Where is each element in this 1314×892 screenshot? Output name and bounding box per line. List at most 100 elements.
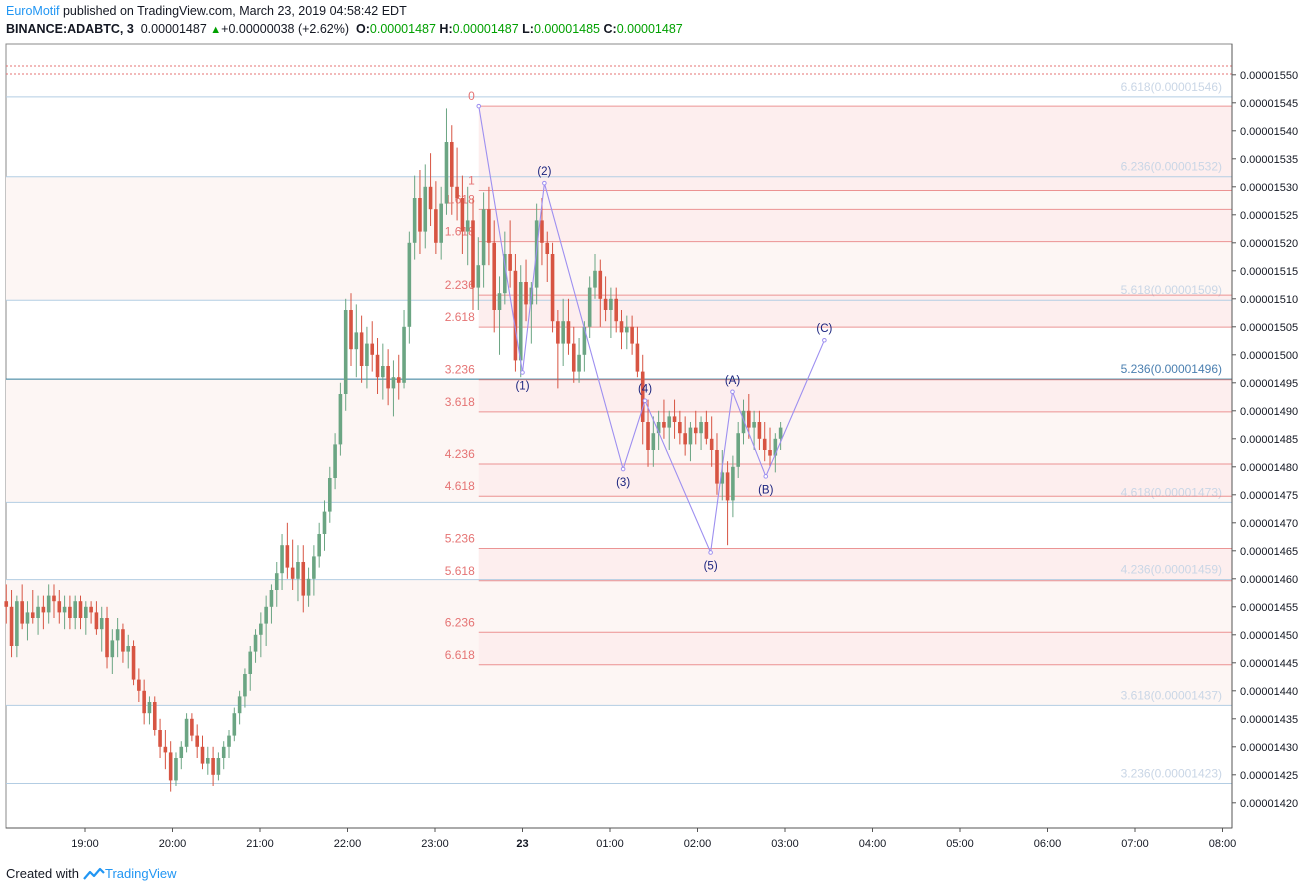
close-label: C:	[603, 22, 617, 36]
candle-body	[630, 326, 634, 344]
candle-body	[20, 601, 24, 624]
candle-body	[110, 640, 115, 658]
candle-body	[211, 758, 215, 775]
candle-body	[327, 478, 332, 512]
wave-label: (2)	[537, 166, 551, 178]
candle-body	[290, 567, 295, 579]
candle-body	[672, 416, 677, 422]
candle-body	[609, 298, 613, 310]
candle-body	[343, 310, 348, 394]
candle-body	[359, 332, 364, 366]
x-tick-label: 03:00	[771, 838, 799, 850]
left-fib-label: 1.618	[445, 192, 475, 206]
candle-body	[190, 718, 194, 736]
wave-point	[763, 474, 769, 479]
candle-body	[598, 270, 603, 299]
candle-body	[465, 220, 470, 232]
y-tick-label: 0.00001485	[1240, 434, 1298, 446]
left-fib-label: 2.236	[445, 278, 475, 292]
candle-body	[105, 618, 109, 658]
candle-body	[635, 343, 640, 372]
candle-body	[497, 293, 502, 310]
candle-body	[4, 601, 9, 607]
up-triangle-icon: ▲	[210, 24, 222, 36]
y-tick-label: 0.00001435	[1240, 714, 1298, 726]
candle-body	[757, 422, 762, 439]
candle-body	[709, 438, 714, 450]
x-tick-label: 21:00	[246, 838, 274, 850]
candle-body	[285, 545, 290, 568]
candle-body	[237, 696, 242, 714]
candle-body	[152, 702, 157, 730]
left-fib-band	[478, 106, 1232, 191]
candle-body	[205, 758, 210, 764]
candle-body	[137, 679, 141, 691]
candle-body	[84, 606, 88, 618]
left-fib-label: 5.618	[445, 564, 475, 578]
left-fib-band	[478, 632, 1232, 665]
candle-body	[158, 730, 162, 747]
author-link[interactable]: EuroMotif	[6, 4, 60, 18]
candle-body	[243, 674, 247, 697]
left-fib-label: 1.618	[445, 225, 475, 239]
candle-body	[94, 612, 99, 630]
ohlc-legend: BINANCE:ADABTC, 3 0.00001487 ▲+0.0000003…	[6, 22, 683, 36]
candle-body	[179, 746, 184, 758]
candle-body	[174, 758, 178, 781]
publish-text: published on TradingView.com, March 23, …	[59, 4, 407, 18]
candle-body	[688, 427, 693, 445]
candle-body	[317, 534, 321, 557]
candle-body	[646, 422, 650, 450]
candle-body	[513, 270, 518, 361]
candle-body	[587, 287, 592, 327]
candle-body	[603, 298, 608, 310]
candle-body	[15, 601, 19, 646]
y-tick-label: 0.00001550	[1240, 70, 1298, 82]
left-fib-label: 6.618	[445, 648, 475, 662]
open-value: 0.00001487	[369, 22, 436, 36]
wave-label: (C)	[816, 323, 832, 335]
candle-body	[481, 209, 486, 266]
candle-body	[402, 326, 406, 383]
candle-body	[768, 450, 772, 456]
candle-body	[487, 209, 491, 243]
candle-body	[423, 186, 428, 232]
candle-body	[503, 254, 507, 294]
candle-body	[407, 242, 412, 327]
candle-body	[455, 186, 459, 198]
candle-body	[99, 618, 104, 630]
candle-body	[582, 326, 587, 355]
candle-body	[699, 422, 703, 434]
wave-point	[542, 180, 547, 186]
candle-body	[545, 242, 550, 254]
x-tick-label: 23	[516, 838, 528, 850]
candle-body	[296, 562, 300, 579]
candle-body	[349, 310, 353, 350]
candle-body	[333, 444, 337, 478]
x-tick-label: 02:00	[684, 838, 712, 850]
x-tick-label: 04:00	[859, 838, 887, 850]
tradingview-logo[interactable]: TradingView	[83, 866, 177, 881]
right-fib-label: 4.618(0.00001473)	[1121, 485, 1222, 499]
candle-body	[704, 422, 709, 439]
y-tick-label: 0.00001470	[1240, 518, 1298, 530]
left-fib-label: 4.618	[445, 479, 475, 493]
right-fib-label: 3.618(0.00001437)	[1121, 688, 1222, 702]
candle-body	[354, 332, 359, 350]
y-tick-label: 0.00001460	[1240, 574, 1298, 586]
y-tick-label: 0.00001495	[1240, 378, 1298, 390]
candle-body	[68, 606, 72, 618]
candle-body	[142, 690, 146, 714]
high-value: 0.00001487	[452, 22, 519, 36]
right-fib-label: 5.236(0.00001496)	[1121, 362, 1222, 376]
candle-body	[386, 366, 390, 389]
candle-body	[693, 427, 698, 434]
y-tick-label: 0.00001445	[1240, 658, 1298, 670]
candle-body	[131, 646, 136, 680]
candle-body	[476, 265, 481, 288]
y-tick-label: 0.00001440	[1240, 686, 1298, 698]
y-tick-label: 0.00001505	[1240, 322, 1298, 334]
candle-body	[381, 366, 385, 378]
symbol-label[interactable]: BINANCE:ADABTC, 3	[6, 22, 134, 36]
